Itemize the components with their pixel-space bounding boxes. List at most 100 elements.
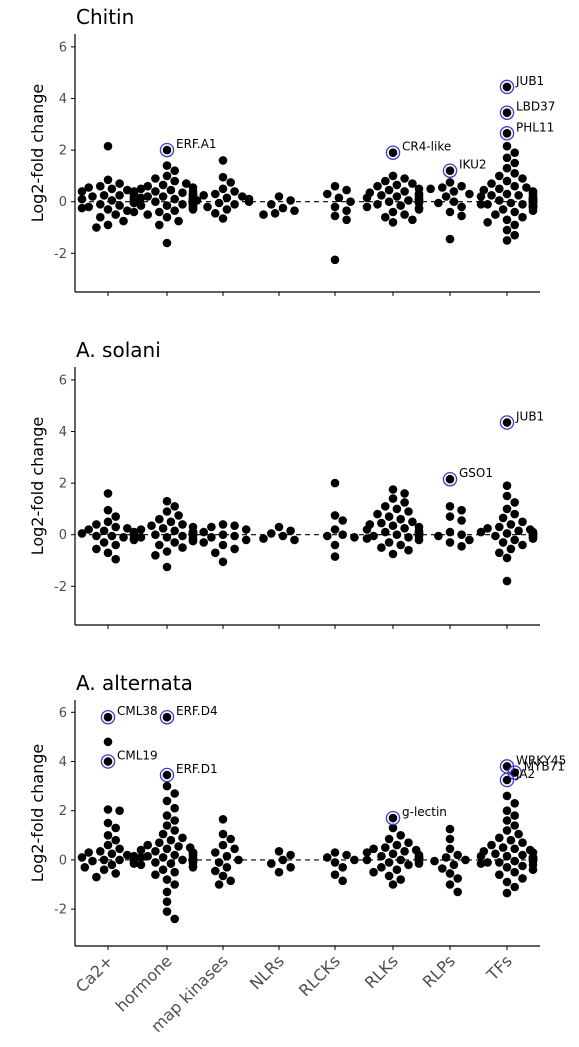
data-point bbox=[502, 553, 512, 563]
data-point bbox=[170, 789, 179, 798]
data-point bbox=[502, 762, 512, 771]
highlight-ring bbox=[159, 142, 175, 158]
data-point bbox=[218, 540, 228, 550]
highlight-ring bbox=[159, 709, 175, 725]
data-point bbox=[510, 169, 519, 178]
data-point bbox=[230, 200, 239, 209]
data-point bbox=[342, 850, 351, 860]
data-point bbox=[230, 187, 239, 196]
data-point bbox=[438, 183, 447, 192]
data-point bbox=[230, 844, 239, 854]
data-point bbox=[115, 806, 124, 815]
data-point bbox=[502, 806, 512, 815]
data-point bbox=[162, 821, 172, 830]
data-point bbox=[111, 823, 120, 833]
data-point bbox=[222, 851, 232, 861]
data-point bbox=[115, 179, 124, 188]
data-point bbox=[170, 502, 179, 511]
data-point bbox=[408, 517, 417, 527]
data-point bbox=[166, 185, 176, 195]
data-point bbox=[330, 211, 340, 221]
data-point bbox=[170, 803, 179, 813]
data-point bbox=[107, 184, 117, 194]
data-point bbox=[162, 770, 172, 780]
data-point bbox=[518, 874, 527, 883]
data-point bbox=[222, 193, 232, 203]
data-point bbox=[449, 197, 459, 206]
data-point bbox=[461, 855, 470, 865]
y-tick-label: 6 bbox=[59, 373, 67, 388]
y-tick-label: -2 bbox=[54, 580, 67, 595]
data-point bbox=[381, 843, 390, 852]
data-point bbox=[170, 914, 179, 924]
data-point bbox=[457, 542, 466, 551]
data-point bbox=[487, 840, 496, 850]
data-point bbox=[123, 850, 132, 860]
data-point bbox=[241, 525, 251, 534]
data-point bbox=[158, 853, 168, 862]
data-point bbox=[178, 188, 187, 197]
data-point bbox=[445, 234, 455, 244]
data-point bbox=[388, 494, 398, 503]
data-point bbox=[103, 831, 113, 840]
data-point bbox=[136, 860, 146, 870]
data-point bbox=[136, 201, 146, 210]
data-point bbox=[158, 180, 168, 190]
data-point bbox=[510, 220, 519, 230]
data-point bbox=[111, 869, 120, 878]
data-point bbox=[151, 858, 160, 867]
data-point bbox=[350, 855, 359, 865]
data-point bbox=[392, 192, 402, 201]
highlight-ring bbox=[159, 767, 175, 783]
point-annotation: CR4-like bbox=[402, 140, 451, 154]
data-point bbox=[103, 205, 113, 214]
data-point bbox=[449, 860, 459, 870]
data-point bbox=[123, 206, 132, 215]
data-point bbox=[510, 811, 519, 820]
data-point bbox=[278, 531, 288, 541]
data-point bbox=[441, 192, 451, 201]
data-point bbox=[84, 202, 93, 212]
data-point bbox=[510, 856, 519, 866]
data-point bbox=[151, 551, 160, 560]
data-point bbox=[514, 526, 523, 536]
data-point bbox=[158, 192, 168, 201]
data-point bbox=[158, 865, 168, 874]
data-point bbox=[286, 196, 295, 205]
data-point bbox=[400, 489, 409, 498]
data-point bbox=[158, 829, 168, 839]
data-point bbox=[445, 844, 455, 854]
data-point bbox=[162, 844, 172, 854]
data-point bbox=[495, 184, 504, 194]
data-point bbox=[214, 858, 224, 867]
data-point bbox=[230, 544, 239, 554]
data-point bbox=[502, 529, 512, 538]
data-point bbox=[400, 210, 409, 219]
data-point bbox=[88, 192, 97, 201]
point-annotation: JUB1 bbox=[515, 410, 544, 424]
data-point bbox=[510, 230, 519, 240]
data-point bbox=[178, 833, 187, 843]
data-point bbox=[396, 831, 406, 840]
data-point bbox=[155, 540, 164, 550]
data-point bbox=[502, 576, 512, 586]
data-point bbox=[502, 189, 512, 199]
data-point bbox=[445, 880, 455, 889]
data-point bbox=[162, 811, 172, 820]
data-point bbox=[222, 205, 232, 214]
data-point bbox=[400, 174, 409, 183]
data-point bbox=[502, 236, 512, 245]
data-point bbox=[495, 833, 504, 843]
data-point bbox=[166, 859, 176, 868]
data-point bbox=[483, 524, 492, 533]
data-point bbox=[502, 163, 512, 173]
data-point bbox=[388, 148, 398, 157]
point-annotation: PHL11 bbox=[516, 120, 554, 134]
data-point bbox=[362, 848, 372, 857]
x-tick-label: RLPs bbox=[419, 951, 459, 991]
data-point bbox=[522, 183, 531, 192]
data-point bbox=[483, 858, 492, 867]
data-point bbox=[218, 829, 228, 839]
data-point bbox=[162, 238, 172, 248]
